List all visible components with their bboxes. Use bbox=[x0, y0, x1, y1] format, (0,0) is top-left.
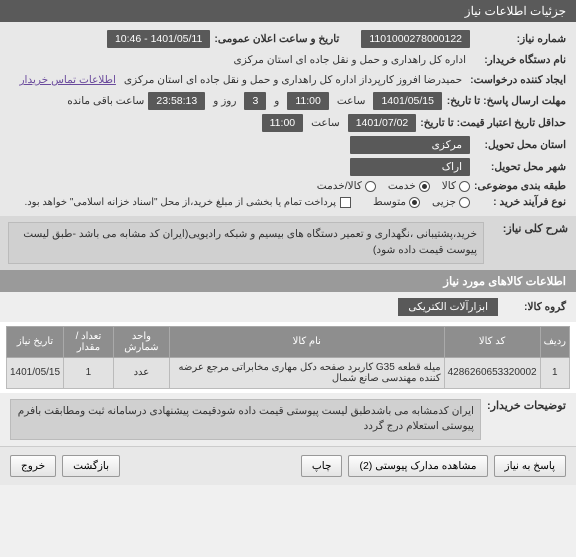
need-desc-block: شرح کلی نیاز: خرید،پشتیبانی ،نگهداری و ت… bbox=[0, 216, 576, 270]
buytype-retail-label: جزیی bbox=[432, 196, 456, 208]
topic-service[interactable]: خدمت bbox=[388, 180, 430, 192]
topic-radio-group: کالا خدمت کالا/خدمت bbox=[317, 180, 470, 192]
topic-both-label: کالا/خدمت bbox=[317, 180, 362, 192]
remain-time: 23:58:13 bbox=[148, 92, 205, 110]
city-label: شهر محل تحویل: bbox=[474, 161, 566, 173]
items-table: ردیف کد کالا نام کالا واحد شمارش تعداد /… bbox=[6, 326, 570, 389]
row-province: استان محل تحویل: مرکزی bbox=[10, 136, 566, 154]
group-row: گروه کالا: ابزارآلات الکتریکی bbox=[0, 292, 576, 322]
valid-label: حداقل تاریخ اعتبار قیمت: تا تاریخ: bbox=[420, 117, 566, 129]
need-no-label: شماره نیاز: bbox=[474, 33, 566, 45]
group-label: گروه کالا: bbox=[506, 301, 566, 313]
row-requester: ایجاد کننده درخواست: حمیدرضا افروز کارپر… bbox=[10, 72, 566, 88]
buytype-retail[interactable]: جزیی bbox=[432, 196, 470, 208]
th-unit: واحد شمارش bbox=[113, 326, 169, 357]
valid-date: 1401/07/02 bbox=[348, 114, 417, 132]
topic-label: طبقه بندی موضوعی: bbox=[474, 180, 566, 192]
buytype-mid[interactable]: متوسط bbox=[373, 196, 420, 208]
province-label: استان محل تحویل: bbox=[474, 139, 566, 151]
buytype-mid-label: متوسط bbox=[373, 196, 406, 208]
td-idx: 1 bbox=[540, 357, 569, 388]
print-button[interactable]: چاپ bbox=[301, 455, 343, 477]
th-code: کد کالا bbox=[444, 326, 540, 357]
td-unit: عدد bbox=[113, 357, 169, 388]
th-idx: ردیف bbox=[540, 326, 569, 357]
time-lbl1: ساعت bbox=[333, 93, 370, 109]
row-deadline: مهلت ارسال پاسخ: تا تاریخ: 1401/05/15 سا… bbox=[10, 92, 566, 110]
radio-icon bbox=[409, 197, 420, 208]
buyer-notes-block: توضیحات خریدار: ایران کدمشابه می باشدطبق… bbox=[0, 393, 576, 447]
attachments-button[interactable]: مشاهده مدارک پیوستی (2) bbox=[348, 455, 487, 477]
province-value: مرکزی bbox=[350, 136, 470, 154]
radio-icon bbox=[365, 181, 376, 192]
remain-label: ساعت باقی مانده bbox=[67, 95, 144, 107]
and-lbl: و bbox=[270, 93, 283, 109]
page-title-bar: جزئیات اطلاعات نیاز bbox=[0, 0, 576, 22]
org-value: اداره کل راهداری و حمل و نقل جاده ای است… bbox=[229, 52, 470, 68]
deadline-time: 11:00 bbox=[287, 92, 329, 110]
table-header-row: ردیف کد کالا نام کالا واحد شمارش تعداد /… bbox=[7, 326, 570, 357]
buytype-radio-group: جزیی متوسط bbox=[373, 196, 470, 208]
row-org: نام دستگاه خریدار: اداره کل راهداری و حم… bbox=[10, 52, 566, 68]
deadline-label: مهلت ارسال پاسخ: تا تاریخ: bbox=[446, 95, 566, 107]
radio-icon bbox=[419, 181, 430, 192]
ann-label: تاریخ و ساعت اعلان عمومی: bbox=[214, 33, 339, 45]
spacer bbox=[126, 455, 295, 477]
need-no-value: 1101000278000122 bbox=[361, 30, 470, 48]
th-name: نام کالا bbox=[170, 326, 445, 357]
td-qty: 1 bbox=[64, 357, 114, 388]
th-qty: تعداد / مقدار bbox=[64, 326, 114, 357]
page-title: جزئیات اطلاعات نیاز bbox=[465, 4, 566, 18]
form-area: شماره نیاز: 1101000278000122 تاریخ و ساع… bbox=[0, 22, 576, 216]
exit-button[interactable]: خروج bbox=[10, 455, 56, 477]
deadline-date: 1401/05/15 bbox=[373, 92, 442, 110]
ann-value: 1401/05/11 - 10:46 bbox=[107, 30, 210, 48]
city-value: اراک bbox=[350, 158, 470, 176]
days-box: 3 bbox=[244, 92, 266, 110]
group-value: ابزارآلات الکتریکی bbox=[398, 298, 498, 316]
requester-label: ایجاد کننده درخواست: bbox=[470, 74, 566, 86]
row-buytype: نوع فرآیند خرید : جزیی متوسط پرداخت تمام… bbox=[10, 196, 566, 208]
topic-goods-label: کالا bbox=[442, 180, 456, 192]
time-lbl2: ساعت bbox=[307, 115, 344, 131]
contact-link[interactable]: اطلاعات تماس خریدار bbox=[19, 74, 115, 86]
need-desc-label: شرح کلی نیاز: bbox=[490, 222, 568, 264]
pay-checkbox[interactable] bbox=[340, 197, 351, 208]
table-row[interactable]: 1 4286260653320002 میله قطعه G35 کاربرد … bbox=[7, 357, 570, 388]
valid-time: 11:00 bbox=[262, 114, 304, 132]
radio-icon bbox=[459, 181, 470, 192]
org-label: نام دستگاه خریدار: bbox=[474, 54, 566, 66]
topic-both[interactable]: کالا/خدمت bbox=[317, 180, 376, 192]
footer-bar: پاسخ به نیاز مشاهده مدارک پیوستی (2) چاپ… bbox=[0, 446, 576, 485]
row-valid: حداقل تاریخ اعتبار قیمت: تا تاریخ: 1401/… bbox=[10, 114, 566, 132]
day-lbl: روز و bbox=[209, 93, 240, 109]
items-section-header: اطلاعات کالاهای مورد نیاز bbox=[0, 270, 576, 292]
row-need-no: شماره نیاز: 1101000278000122 تاریخ و ساع… bbox=[10, 30, 566, 48]
buyer-notes-text: ایران کدمشابه می باشدطبق لیست پیوستی قیم… bbox=[10, 399, 481, 441]
topic-service-label: خدمت bbox=[388, 180, 416, 192]
row-topic: طبقه بندی موضوعی: کالا خدمت کالا/خدمت bbox=[10, 180, 566, 192]
row-city: شهر محل تحویل: اراک bbox=[10, 158, 566, 176]
radio-icon bbox=[459, 197, 470, 208]
requester-value: حمیدرضا افروز کارپرداز اداره کل راهداری … bbox=[120, 72, 466, 88]
back-button[interactable]: بازگشت bbox=[62, 455, 120, 477]
buyer-notes-label: توضیحات خریدار: bbox=[487, 399, 566, 441]
th-date: تاریخ نیاز bbox=[7, 326, 64, 357]
page-container: جزئیات اطلاعات نیاز شماره نیاز: 11010002… bbox=[0, 0, 576, 485]
td-name: میله قطعه G35 کاربرد صفحه دکل مهاری مخاب… bbox=[170, 357, 445, 388]
topic-goods[interactable]: کالا bbox=[442, 180, 470, 192]
pay-note: پرداخت تمام یا بخشی از مبلغ خرید،از محل … bbox=[24, 197, 336, 208]
reply-button[interactable]: پاسخ به نیاز bbox=[494, 455, 566, 477]
td-date: 1401/05/15 bbox=[7, 357, 64, 388]
buytype-label: نوع فرآیند خرید : bbox=[474, 196, 566, 208]
need-desc-text: خرید،پشتیبانی ،نگهداری و تعمیر دستگاه ها… bbox=[8, 222, 484, 264]
td-code: 4286260653320002 bbox=[444, 357, 540, 388]
